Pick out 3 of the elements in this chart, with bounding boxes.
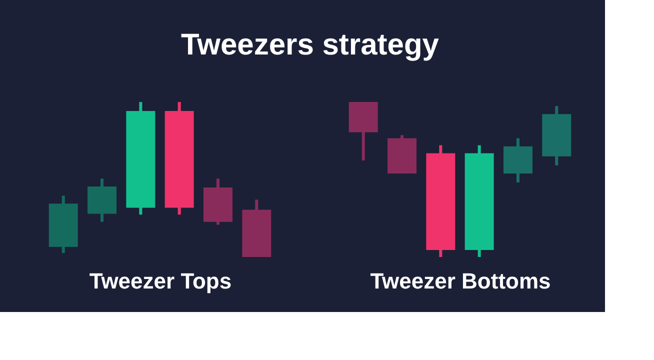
x-axis-title: Tweezer Bottoms	[370, 268, 551, 294]
chart-title: Tweezers strategy	[181, 28, 440, 62]
x-axis-title: Tweezer Tops	[89, 268, 232, 294]
